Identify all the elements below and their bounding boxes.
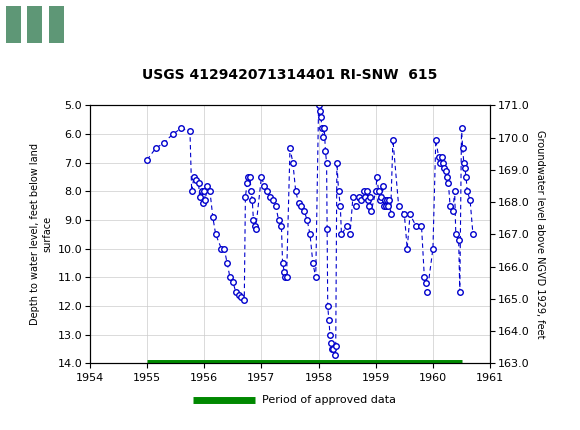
FancyBboxPatch shape: [49, 6, 64, 43]
Text: Period of approved data: Period of approved data: [262, 395, 396, 405]
Text: USGS 412942071314401 RI-SNW  615: USGS 412942071314401 RI-SNW 615: [142, 68, 438, 82]
FancyBboxPatch shape: [6, 6, 81, 43]
FancyBboxPatch shape: [6, 6, 21, 43]
Y-axis label: Depth to water level, feet below land
surface: Depth to water level, feet below land su…: [30, 143, 52, 326]
Text: USGS: USGS: [87, 17, 134, 32]
FancyBboxPatch shape: [27, 6, 42, 43]
Y-axis label: Groundwater level above NGVD 1929, feet: Groundwater level above NGVD 1929, feet: [535, 130, 545, 338]
